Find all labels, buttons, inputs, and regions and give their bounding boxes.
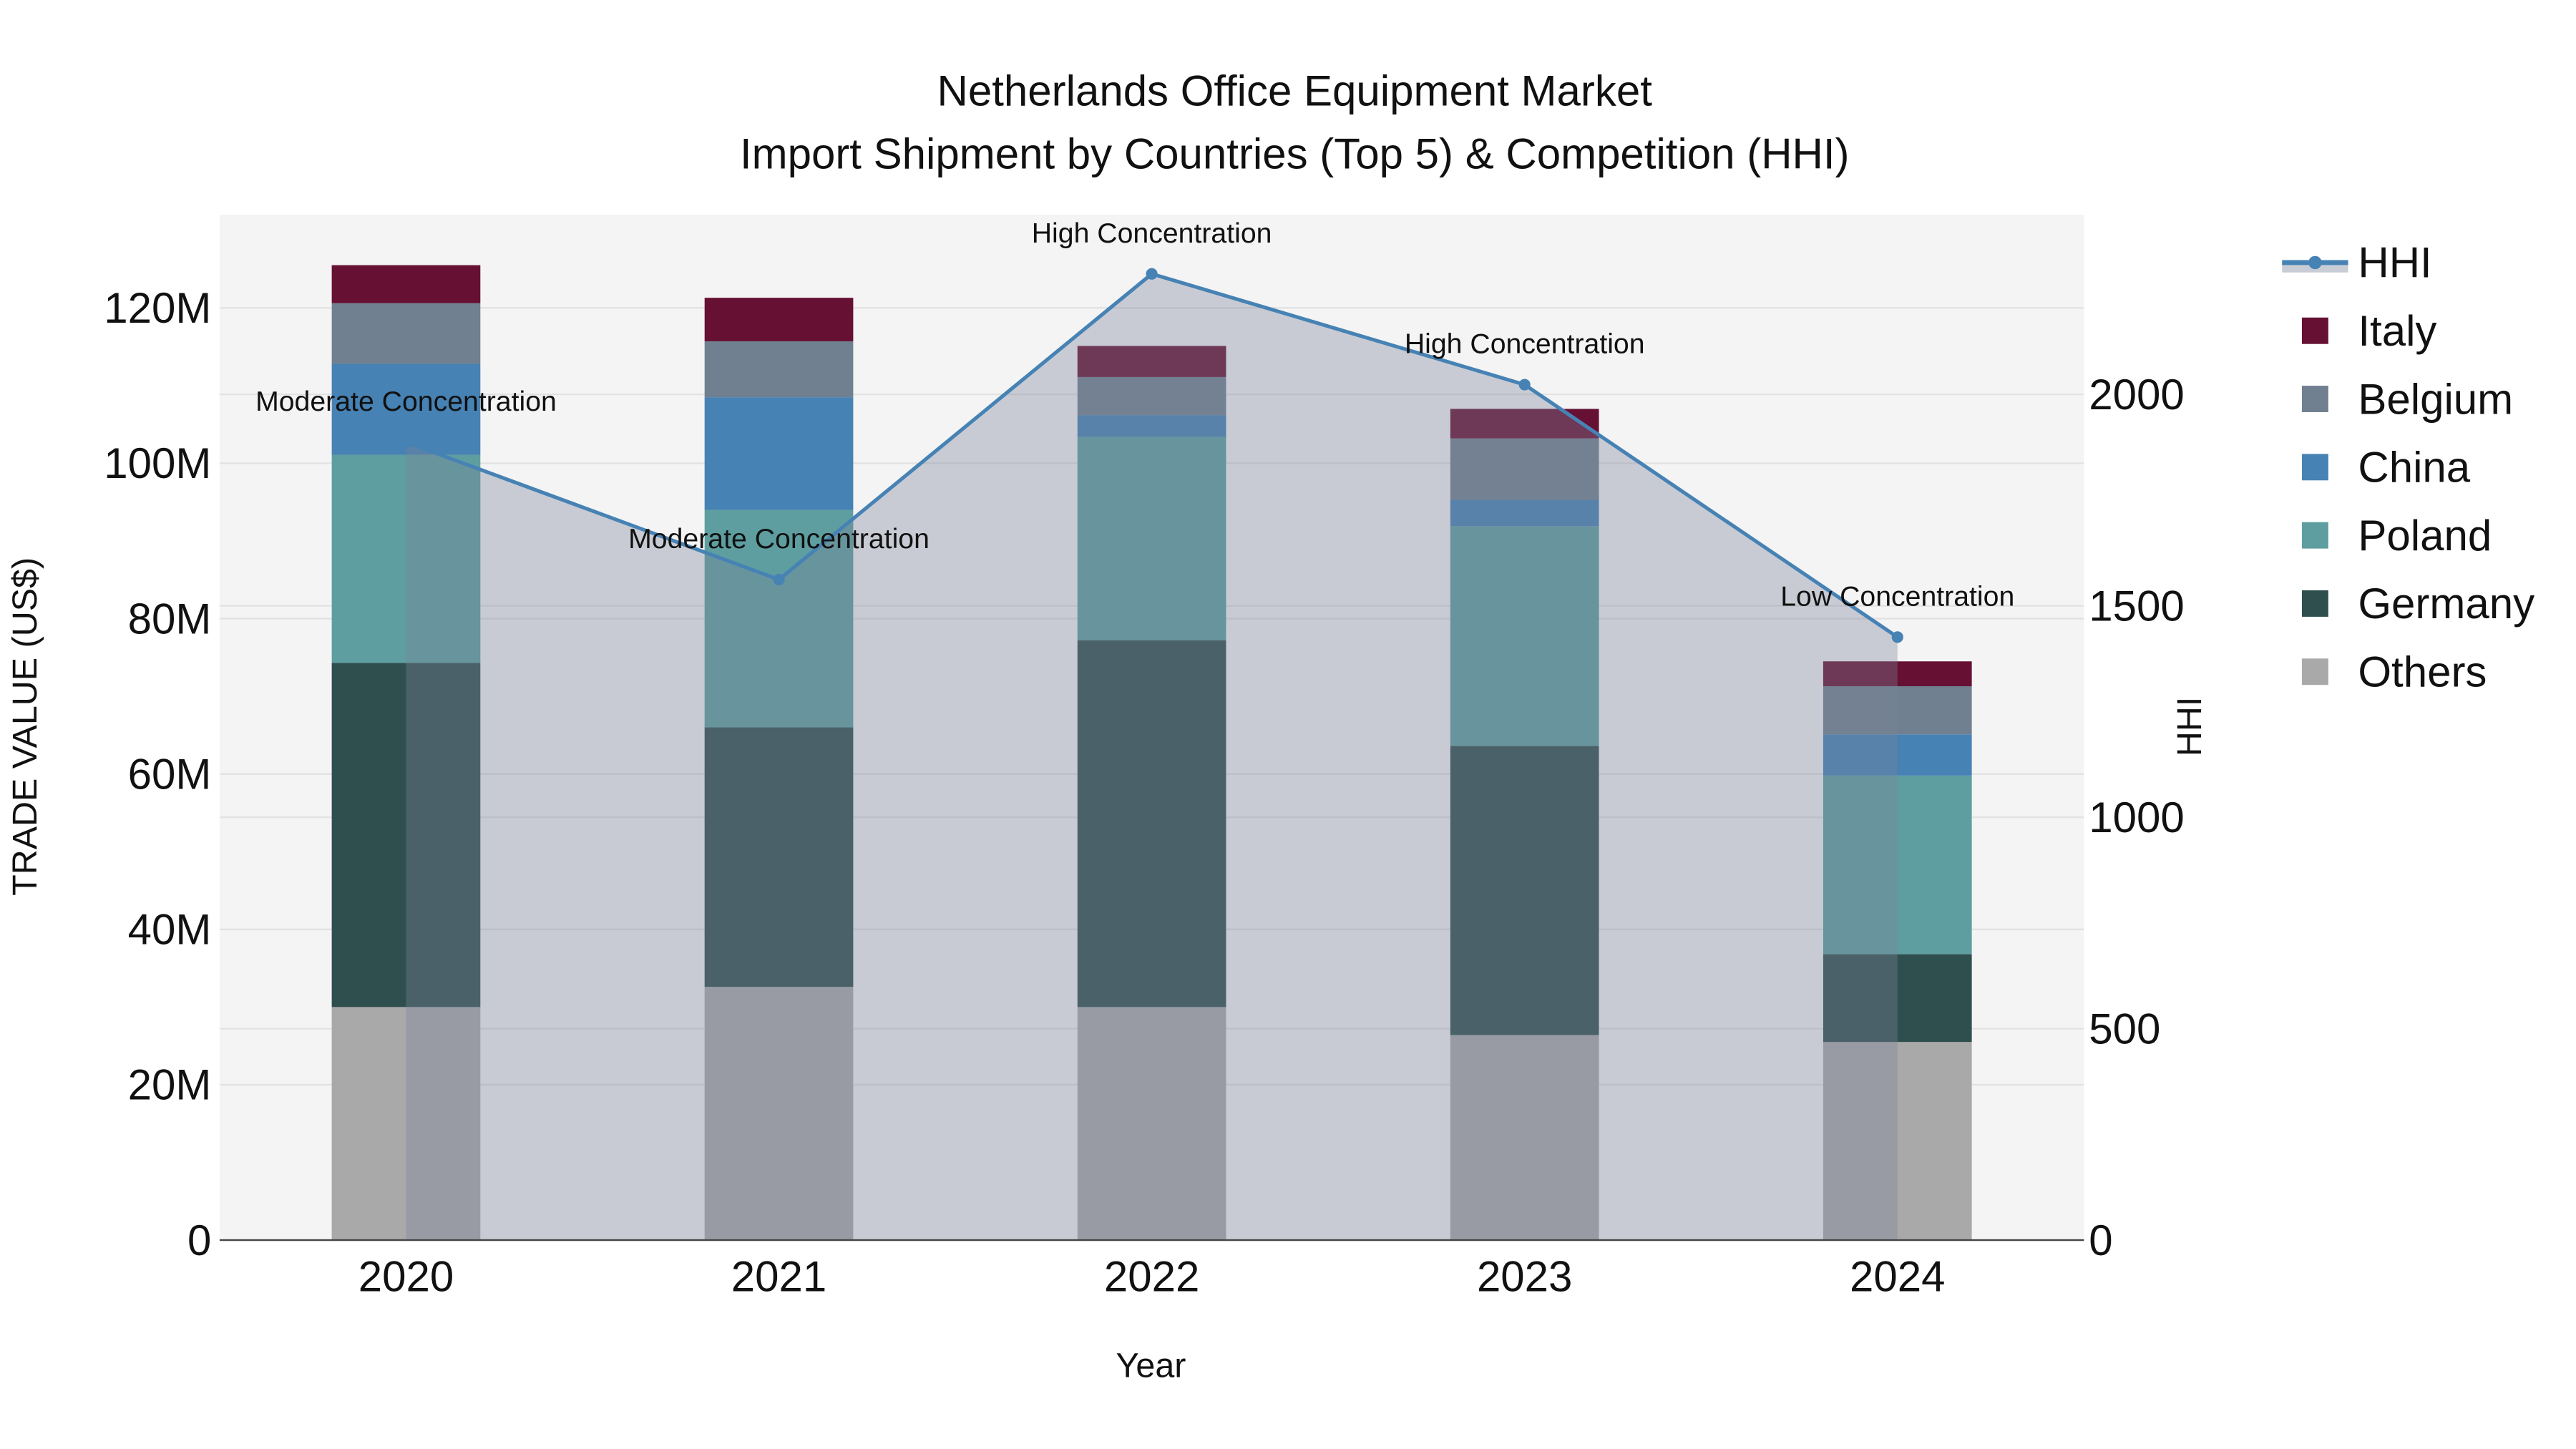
bar-italy-2020 [331,265,481,303]
chart-subtitle: Import Shipment by Countries (Top 5) & C… [740,130,1850,177]
bar-others-2021 [704,987,854,1241]
bar-germany-2023 [1450,746,1599,1035]
bar-belgium-2021 [704,341,854,398]
bar-china-2022 [1077,415,1226,437]
bar-italy-2023 [1450,409,1599,439]
legend-label: Belgium [2358,375,2513,423]
y2-tick-label: 500 [2089,1005,2160,1053]
bar-others-2024 [1823,1042,1972,1241]
legend-swatch-others [2301,658,2328,686]
bar-china-2023 [1450,499,1599,527]
legend: HHI Italy Belgium China Poland Germany Others [2282,239,2534,696]
x-tick-label: 2022 [1104,1253,1199,1301]
bar-china-2024 [1823,734,1972,776]
x-axis-ticks: 2020 2021 2022 2023 2024 [358,1253,1946,1301]
x-tick-label: 2020 [358,1253,454,1301]
hhi-point-2024 [1891,631,1903,643]
x-tick-label: 2021 [731,1253,826,1301]
y2-axis-ticks: 0 500 1000 1500 2000 [2089,371,2184,1264]
bar-germany-2024 [1823,954,1972,1043]
y-tick-label: 60M [128,750,212,798]
bar-poland-2021 [704,509,854,728]
bar-belgium-2023 [1450,438,1599,500]
legend-label: HHI [2358,239,2431,287]
bar-belgium-2022 [1077,376,1226,416]
hhi-annotation: Moderate Concentration [255,386,557,417]
hhi-annotation: Moderate Concentration [628,523,930,555]
bar-italy-2022 [1077,346,1226,377]
y-tick-label: 120M [104,284,211,332]
hhi-area-fill [406,273,1898,1241]
legend-hhi-marker [2308,255,2322,270]
bar-belgium-2020 [331,303,481,364]
bar-germany-2020 [331,663,481,1008]
chart-title: Netherlands Office Equipment Market [937,67,1653,115]
bar-others-2020 [331,1007,481,1241]
legend-label: Poland [2358,512,2492,560]
y-tick-label: 0 [187,1216,211,1264]
bar-germany-2022 [1077,640,1226,1008]
hhi-annotation: High Concentration [1405,328,1645,360]
bar-poland-2022 [1077,436,1226,640]
hhi-annotation: High Concentration [1032,218,1272,249]
legend-swatch-poland [2301,522,2328,549]
bar-poland-2020 [331,454,481,663]
x-tick-label: 2023 [1477,1253,1572,1301]
legend-label: China [2358,444,2470,492]
bar-poland-2023 [1450,526,1599,746]
legend-label: Others [2358,648,2487,696]
y-tick-label: 20M [128,1061,212,1109]
annotations: Moderate Concentration Moderate Concentra… [255,218,2014,613]
hhi-annotation: Low Concentration [1780,581,2014,613]
legend-swatch-china [2301,454,2328,481]
legend-label: Germany [2358,580,2534,628]
bar-italy-2024 [1823,661,1972,686]
bars [331,265,1972,1241]
y-axis-ticks: 0 20M 40M 60M 80M 100M 120M [104,284,211,1264]
y2-tick-label: 1000 [2089,794,2184,841]
y-tick-label: 40M [128,906,212,954]
hhi-point-2020 [400,436,412,449]
y-axis-label: TRADE VALUE (US$) [6,557,44,896]
y2-tick-label: 2000 [2089,371,2184,419]
bar-others-2022 [1077,1007,1226,1241]
bar-poland-2024 [1823,775,1972,955]
bar-germany-2021 [704,727,854,987]
legend-swatch-germany [2301,590,2328,617]
hhi-area [406,273,1898,1241]
hhi-point-2021 [773,573,785,586]
hhi-line [400,268,1903,643]
legend-swatch-italy [2301,317,2328,344]
y-tick-label: 80M [128,595,212,643]
x-tick-label: 2024 [1850,1253,1945,1301]
x-axis-label: Year [1116,1347,1186,1385]
y-tick-label: 100M [104,439,211,487]
legend-swatch-belgium [2301,386,2328,412]
hhi-point-2023 [1518,379,1531,391]
bar-china-2021 [704,397,854,510]
bar-others-2023 [1450,1035,1599,1241]
bar-italy-2021 [704,298,854,341]
legend-label: Italy [2358,307,2436,355]
bar-belgium-2024 [1823,686,1972,735]
y2-axis-label: HHI [2170,697,2209,756]
y2-tick-label: 1500 [2089,582,2184,630]
hhi-point-2022 [1146,268,1158,280]
y2-tick-label: 0 [2089,1216,2112,1264]
